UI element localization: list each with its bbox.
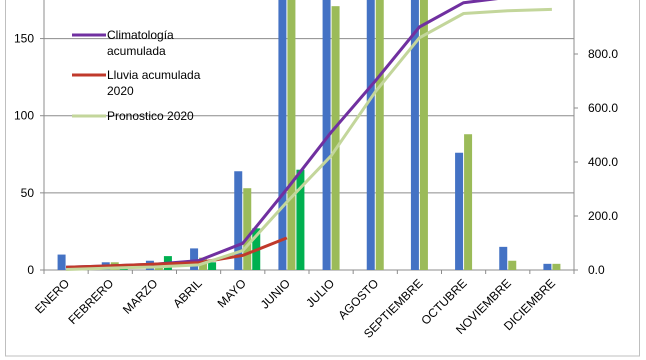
- bar: [375, 0, 384, 270]
- legend-label: Climatología acumulada: [107, 28, 174, 58]
- y-left-tick-label: 100: [14, 109, 34, 123]
- bar: [366, 0, 375, 270]
- bar: [543, 263, 552, 270]
- legend: Climatología acumulada Lluvia acumulada 202…: [72, 28, 201, 123]
- legend-label: Lluvia acumulada 2020: [107, 68, 201, 98]
- bar: [419, 0, 428, 270]
- bar: [410, 0, 419, 270]
- bar: [57, 254, 66, 270]
- line-series: [66, 0, 552, 271]
- bar: [499, 246, 508, 270]
- y-right-tick-label: 0.0: [588, 263, 605, 277]
- bar: [455, 152, 464, 270]
- bar-2020: [296, 169, 305, 270]
- bar: [287, 0, 296, 270]
- bar: [322, 0, 331, 270]
- y-right-tick-label: 600.0: [588, 101, 618, 115]
- series-line: [66, 7, 552, 271]
- bar: [234, 171, 243, 270]
- series-line: [66, 236, 288, 269]
- bar: [278, 0, 287, 270]
- bar: [331, 6, 340, 271]
- bar: [552, 263, 561, 270]
- bar: [508, 260, 517, 270]
- chart-border: [5, 0, 640, 357]
- y-left-tick-label: 50: [21, 186, 35, 200]
- y-right-tick-label: 200.0: [588, 209, 618, 223]
- y-left-tick-label: 0: [27, 263, 34, 277]
- bar: [464, 134, 473, 270]
- bar: [190, 248, 199, 270]
- bar: [243, 188, 252, 270]
- bar-2020: [208, 262, 217, 270]
- y-left-tick-label: 150: [14, 32, 34, 46]
- legend-label: Pronostico 2020: [107, 109, 194, 123]
- y-right-tick-label: 400.0: [588, 155, 618, 169]
- y-right-tick-label: 800.0: [588, 47, 618, 61]
